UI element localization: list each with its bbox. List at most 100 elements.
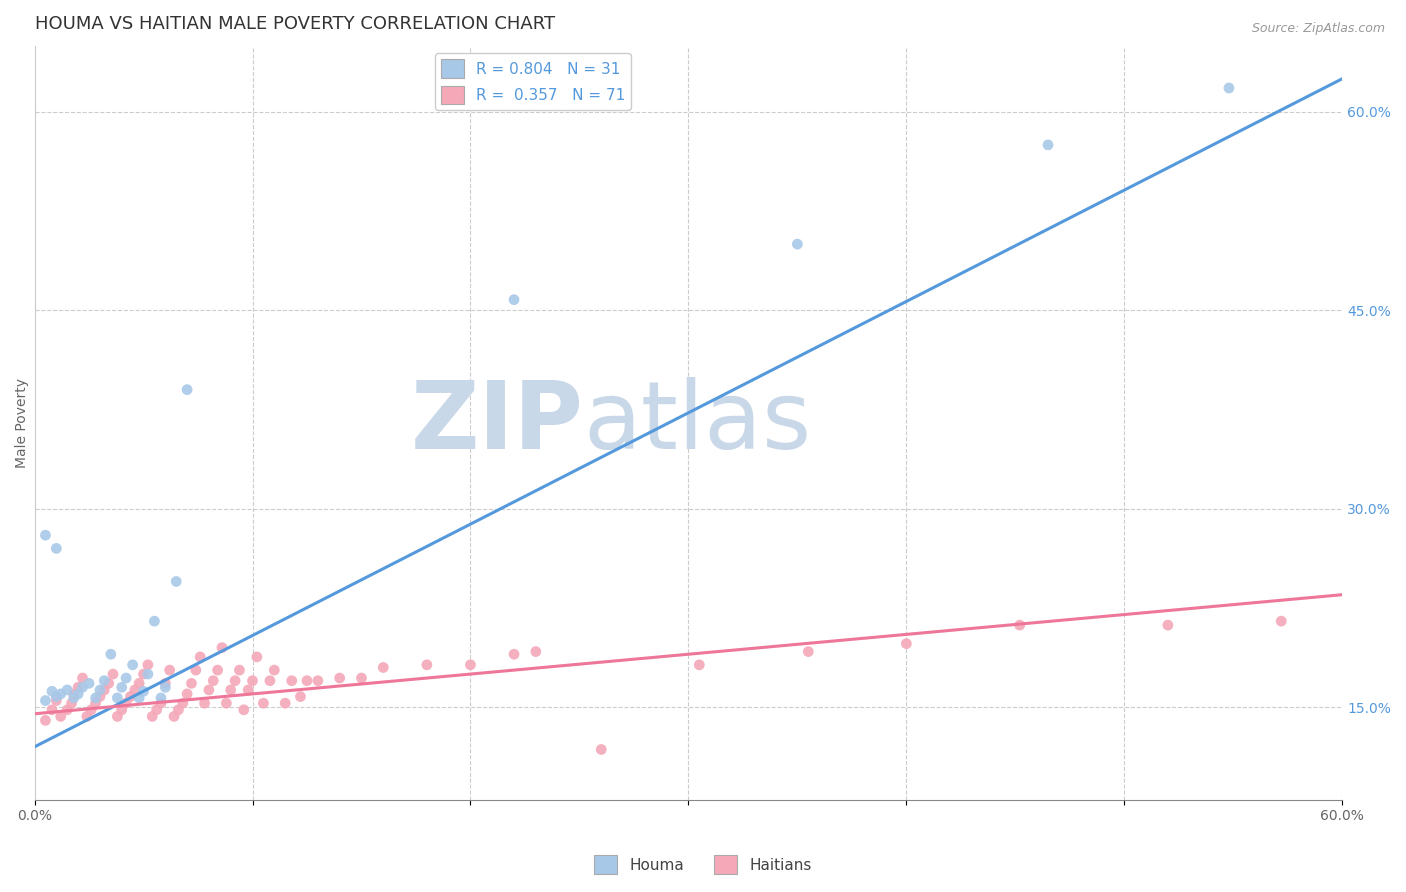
Point [1036,137,1059,152]
Point [34,693,56,707]
Point [219,682,242,697]
Point [89,690,111,704]
Point [100,647,122,661]
Point [193,696,215,710]
Point [145,703,167,717]
Point [149,690,172,705]
Point [184,663,207,677]
Point [77,676,100,690]
Point [41,703,63,717]
Point [460,657,482,672]
Point [45,690,67,704]
Point [246,649,269,664]
Point [62,687,84,701]
Legend: R = 0.804   N = 31, R =  0.357   N = 71: R = 0.804 N = 31, R = 0.357 N = 71 [434,54,631,111]
Point [84,696,107,710]
Point [34,714,56,728]
Point [34,528,56,542]
Point [263,663,285,677]
Legend: Houma, Haitians: Houma, Haitians [588,849,818,880]
Point [89,682,111,697]
Point [60,696,83,710]
Point [72,671,94,685]
Point [128,690,150,705]
Point [120,690,142,704]
Point [80,703,103,717]
Point [163,709,186,723]
Point [242,673,264,688]
Point [1218,81,1240,95]
Point [207,663,229,677]
Point [416,657,439,672]
Point [84,690,107,705]
Text: ZIP: ZIP [411,376,583,468]
Point [124,682,146,697]
Point [49,687,72,701]
Text: HOUMA VS HAITIAN MALE POVERTY CORRELATION CHART: HOUMA VS HAITIAN MALE POVERTY CORRELATIO… [35,15,555,33]
Point [141,709,163,723]
Point [1270,614,1292,628]
Point [236,682,259,697]
Point [329,671,352,685]
Point [373,660,395,674]
Point [111,681,134,695]
Point [67,687,90,701]
Text: Source: ZipAtlas.com: Source: ZipAtlas.com [1251,22,1385,36]
Point [41,684,63,698]
Point [149,696,172,710]
Point [105,709,128,723]
Point [45,693,67,707]
Point [105,690,128,705]
Point [786,237,808,252]
Point [121,657,143,672]
Point [524,644,547,658]
Point [295,673,318,688]
Point [93,682,115,697]
Point [76,709,98,723]
Point [350,671,373,685]
Point [67,681,90,695]
Point [155,676,177,690]
Point [259,673,281,688]
Point [97,676,120,690]
Point [307,673,329,688]
Point [93,673,115,688]
Point [252,696,274,710]
Point [56,682,79,697]
Point [688,657,710,672]
Point [56,703,79,717]
Point [280,673,302,688]
Point [132,667,155,681]
Point [1157,618,1180,632]
Point [176,383,198,397]
Point [176,687,198,701]
Point [115,696,138,710]
Point [111,703,134,717]
Point [198,682,221,697]
Point [49,709,72,723]
Point [101,667,124,681]
Point [143,614,166,628]
Point [290,690,312,704]
Point [115,671,138,685]
Point [232,703,254,717]
Point [591,742,613,756]
Point [202,673,225,688]
Point [215,696,238,710]
Point [797,644,820,658]
Point [228,663,250,677]
Point [896,637,918,651]
Point [503,293,526,307]
Point [211,640,233,655]
Point [1008,618,1031,632]
Point [136,657,159,672]
Y-axis label: Male Poverty: Male Poverty [15,377,30,467]
Point [274,696,297,710]
Point [62,690,84,705]
Point [128,676,150,690]
Text: atlas: atlas [583,376,813,468]
Point [45,541,67,556]
Point [172,696,194,710]
Point [503,647,526,661]
Point [155,681,177,695]
